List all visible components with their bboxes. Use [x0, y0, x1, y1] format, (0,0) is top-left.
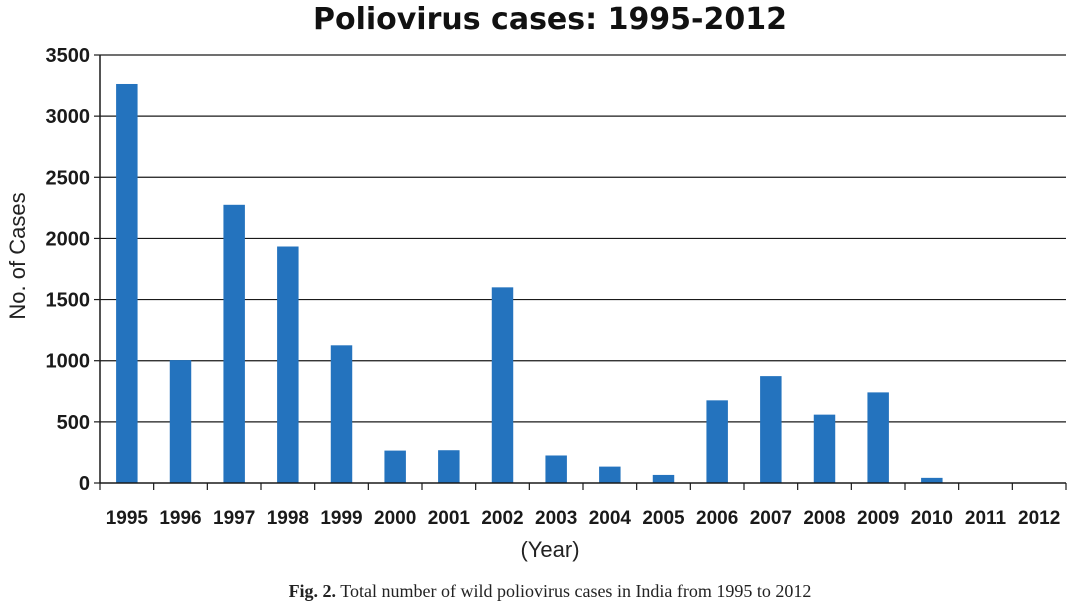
caption-text: Total number of wild poliovirus cases in… [340, 581, 811, 601]
x-tick-label: 1997 [213, 508, 255, 529]
x-tick-label: 2002 [481, 508, 523, 529]
bar-1997 [223, 205, 244, 483]
figure-caption: Fig. 2. Total number of wild poliovirus … [0, 580, 1072, 602]
bar-2007 [760, 376, 781, 483]
y-tick-label: 3500 [46, 45, 91, 67]
x-tick-label: 2000 [374, 508, 416, 529]
caption-label: Fig. 2. [289, 581, 337, 601]
x-tick-label: 1998 [267, 508, 309, 529]
y-tick-label: 1000 [46, 351, 91, 373]
bar-2000 [384, 451, 405, 483]
y-tick-label: 1500 [46, 290, 91, 312]
bar-2009 [867, 392, 888, 483]
y-tick-label: 0 [79, 473, 90, 495]
y-axis-label: No. of Cases [5, 192, 30, 319]
bar-2008 [814, 415, 835, 483]
x-tick-label: 2008 [803, 508, 845, 529]
bar-2004 [599, 467, 620, 483]
y-tick-label: 2500 [46, 167, 91, 189]
x-tick-label: 1999 [320, 508, 362, 529]
x-tick-label: 2009 [857, 508, 899, 529]
y-tick-labels: 0 500 1000 1500 2000 2500 3000 3500 [46, 45, 91, 495]
x-tick-label: 2005 [642, 508, 685, 529]
bar-1998 [277, 246, 298, 483]
bar-1999 [331, 345, 352, 483]
x-tick-label: 2003 [535, 508, 577, 529]
x-tick-label: 2007 [750, 508, 792, 529]
x-tick-label: 2011 [965, 508, 1007, 529]
y-tick-label: 500 [57, 412, 90, 434]
x-tick-label: 2012 [1018, 508, 1060, 529]
x-tick-label: 2010 [911, 508, 953, 529]
bar-2005 [653, 475, 674, 483]
x-tick-label: 2001 [428, 508, 471, 529]
x-tick-label: 1995 [106, 508, 149, 529]
bar-1996 [170, 360, 191, 483]
bar-1995 [116, 84, 137, 483]
bars [116, 84, 996, 483]
x-tick-label: 1996 [159, 508, 201, 529]
x-axis-label: (Year) [520, 537, 579, 562]
bar-2003 [545, 455, 566, 483]
x-tick-label: 2004 [589, 508, 632, 529]
x-tick-labels: 1995 1996 1997 1998 1999 2000 2001 2002 2003 2004… [106, 508, 1061, 529]
y-tick-label: 2000 [46, 228, 91, 250]
y-tick-label: 3000 [46, 106, 91, 128]
bar-2006 [706, 400, 727, 483]
bar-2001 [438, 450, 459, 483]
bar-2010 [921, 478, 942, 483]
x-tick-label: 2006 [696, 508, 738, 529]
bar-2002 [492, 287, 513, 483]
